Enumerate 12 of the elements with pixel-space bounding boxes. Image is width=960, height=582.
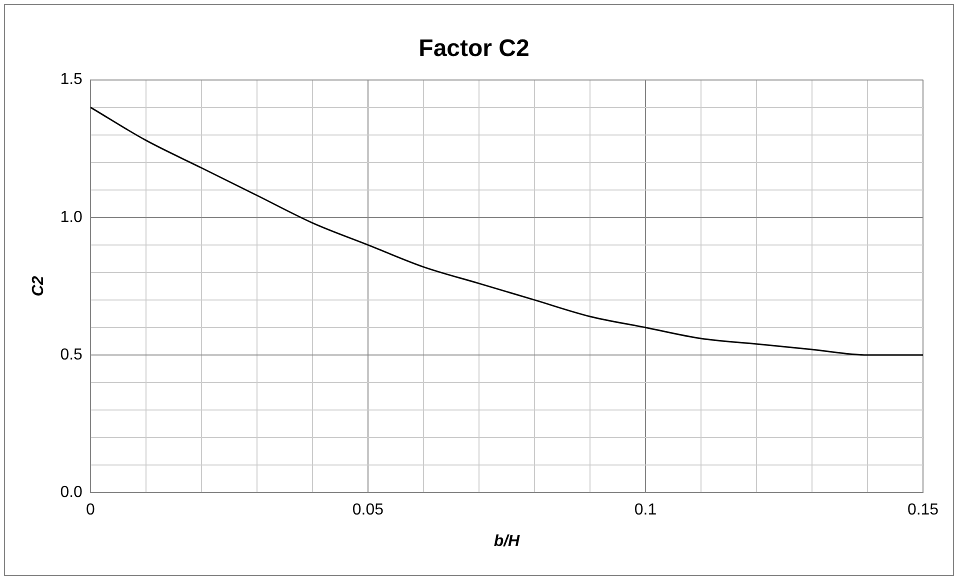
- y-tick-label: 1.0: [60, 208, 83, 226]
- chart-title: Factor C2: [418, 35, 530, 62]
- line-series: [90, 106, 923, 356]
- x-axis-title: b/H: [494, 532, 520, 550]
- y-axis-title: C2: [30, 276, 48, 296]
- x-tick-label: 0: [86, 502, 95, 519]
- x-tick-label: 0.1: [634, 502, 657, 519]
- y-tick-label: 1.5: [60, 71, 83, 88]
- x-tick-label: 0.15: [907, 502, 939, 519]
- x-tick-label: 0.05: [352, 502, 384, 519]
- y-tick-label: 0.5: [60, 346, 83, 364]
- y-tick-label: 0.0: [60, 484, 83, 502]
